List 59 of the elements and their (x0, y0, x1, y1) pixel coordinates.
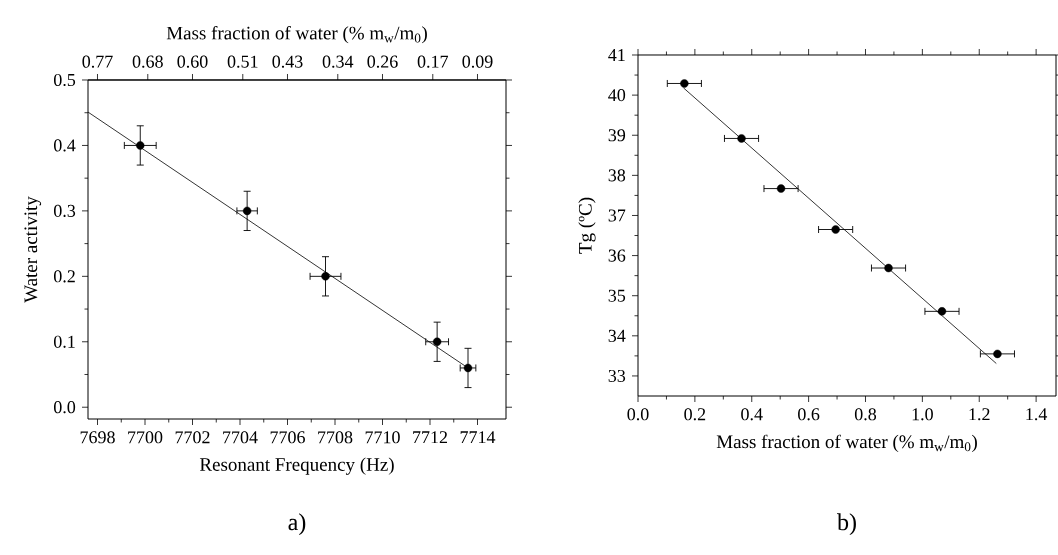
point (321, 272, 330, 281)
point (242, 206, 252, 216)
point (831, 225, 840, 234)
point (680, 79, 689, 88)
x2-tick-label: 0.09 (462, 55, 493, 68)
x-tick-label: 0.6 (798, 408, 820, 421)
text: a) (288, 513, 306, 536)
y-tick-label: 39 (608, 129, 626, 142)
x2-tick-label: 0.60 (177, 55, 208, 68)
x2-tick-label: 0.68 (132, 55, 163, 68)
point (993, 349, 1002, 359)
x2-tick-label: 0.17 (417, 55, 449, 68)
point (884, 263, 893, 273)
x2-tick-label: 0.51 (227, 55, 258, 68)
point (937, 307, 947, 316)
x2-tick-label: 0.34 (322, 55, 354, 68)
x-tick-label: 7708 (318, 431, 353, 444)
x-tick-label: 0.2 (684, 408, 706, 421)
text: b) (837, 513, 856, 536)
y-axis-title: Tg (ºC) (578, 197, 596, 254)
y-tick-label: 34 (608, 329, 626, 342)
x-tick-label: 0.8 (854, 408, 877, 421)
y-tick-label: 37 (608, 209, 626, 222)
x-axis-title: Resonant Frequency (Hz) (199, 457, 394, 475)
y-tick-label: 36 (608, 249, 626, 262)
x-tick-label: 7710 (365, 431, 400, 444)
x-tick-label: 0.4 (741, 408, 763, 421)
x2-tick-label: 0.77 (82, 55, 113, 68)
x-axis-title: Mass fraction of water (% m$_{w}$/m$_{0}$) (716, 434, 977, 453)
x-tick-label: 7702 (175, 431, 210, 444)
x-tick-label: 7714 (460, 431, 496, 444)
y-tick-label: 35 (608, 289, 626, 302)
x2-tick-label: 0.43 (272, 55, 303, 68)
point (776, 184, 786, 193)
y-axis-title: Water activity (24, 196, 42, 303)
x-tick-label: 7712 (413, 431, 448, 444)
point (432, 337, 442, 346)
y-tick-label: 0.1 (54, 335, 75, 348)
x-tick-label: 1.0 (912, 408, 933, 421)
y-tick-label: 38 (608, 169, 626, 182)
y-tick-label: 0.2 (54, 270, 75, 283)
x-tick-label: 7700 (128, 431, 163, 444)
x-tick-label: 7698 (80, 431, 115, 444)
point (463, 363, 473, 373)
x2-tick-label: 0.26 (367, 55, 398, 68)
x-tick-label: 7704 (223, 431, 258, 444)
x-tick-label: 7706 (270, 431, 305, 444)
y-tick-label: 0.5 (54, 73, 76, 87)
y-tick-label: 41 (608, 49, 625, 61)
point (136, 141, 145, 150)
y-tick-label: 33 (608, 369, 626, 382)
x2-axis-title: Mass fraction of water (% m$_{w}$/m$_{0}$) (166, 25, 427, 44)
x-tick-label: 0.0 (627, 408, 649, 421)
y-tick-label: 40 (608, 89, 626, 102)
x-tick-label: 1.2 (969, 408, 990, 421)
x-tick-label: 1.4 (1026, 408, 1048, 421)
y-tick-label: 0.3 (54, 204, 76, 217)
point (737, 134, 746, 143)
y-tick-label: 0.4 (54, 139, 76, 152)
